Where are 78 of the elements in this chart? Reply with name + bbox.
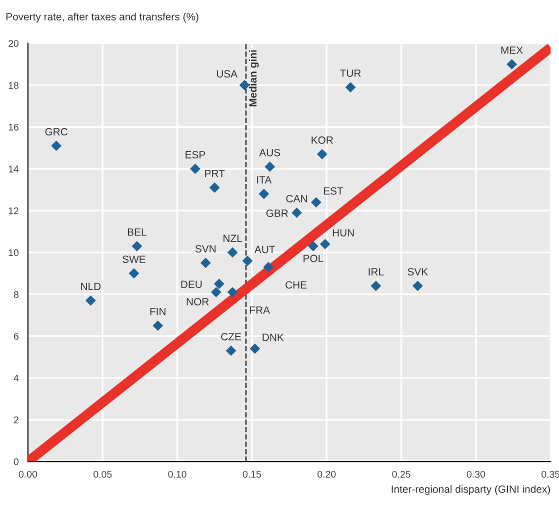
annotation: DNK bbox=[262, 334, 284, 341]
annotation: KOR bbox=[312, 136, 333, 144]
point bbox=[310, 197, 322, 208]
point bbox=[214, 278, 224, 290]
point bbox=[264, 162, 276, 172]
y-tick-label: 12 bbox=[8, 207, 18, 214]
annotation: TUR bbox=[340, 70, 361, 77]
point bbox=[132, 240, 142, 252]
y-tick-label: 16 bbox=[8, 124, 18, 131]
annotation: PRT bbox=[205, 170, 225, 178]
point bbox=[370, 280, 382, 292]
point bbox=[308, 240, 318, 252]
annotation: SWE bbox=[122, 256, 146, 263]
x-tick-label: 0.10 bbox=[168, 470, 186, 478]
point bbox=[210, 286, 222, 298]
x-tick-label: 0.30 bbox=[466, 470, 486, 478]
point bbox=[239, 80, 250, 90]
point bbox=[345, 82, 356, 92]
annotation: NZL bbox=[224, 234, 242, 242]
point bbox=[506, 59, 517, 70]
y-tick-label: 14 bbox=[8, 166, 19, 172]
point bbox=[51, 140, 62, 152]
point bbox=[227, 286, 238, 298]
annotation: AUT bbox=[254, 246, 276, 254]
point bbox=[152, 320, 164, 331]
point bbox=[209, 182, 220, 193]
annotation: NOR bbox=[186, 298, 209, 306]
annotation: FRA bbox=[250, 306, 270, 314]
point bbox=[85, 295, 96, 306]
annotation: USA bbox=[216, 70, 238, 78]
y-tick-label: 4 bbox=[14, 374, 19, 382]
annotation: HUN bbox=[332, 229, 354, 236]
annotation: CZE bbox=[221, 332, 242, 340]
annotation: GBR bbox=[266, 210, 288, 217]
annotation: AUS bbox=[259, 148, 280, 156]
point bbox=[226, 346, 236, 356]
point bbox=[316, 148, 328, 160]
point bbox=[412, 280, 423, 292]
point bbox=[242, 256, 253, 266]
x-tick-label: 0.20 bbox=[318, 470, 336, 478]
y-tick-label: 20 bbox=[8, 40, 19, 47]
annotation: MEX bbox=[501, 46, 523, 54]
point bbox=[258, 188, 270, 200]
x-tick-label: 0.15 bbox=[242, 470, 262, 478]
annotation: ITA bbox=[257, 176, 272, 184]
y-tick-label: 8 bbox=[14, 291, 18, 298]
annotation: CHE bbox=[286, 281, 307, 289]
point bbox=[227, 247, 238, 258]
x-tick-label: 0.25 bbox=[392, 470, 410, 478]
point bbox=[320, 238, 330, 250]
annotation: EST bbox=[324, 187, 344, 195]
point bbox=[128, 268, 140, 279]
point bbox=[292, 208, 302, 218]
annotation: DEU bbox=[181, 280, 202, 288]
annotation: BEL bbox=[128, 228, 146, 236]
annotation: GRC bbox=[45, 128, 68, 136]
x-tick-label: 0.05 bbox=[94, 470, 112, 478]
annotation: ESP bbox=[186, 151, 206, 158]
y-axis-title: Poverty rate, after taxes and transfers (%) bbox=[6, 12, 198, 22]
annotation: SVK bbox=[408, 268, 428, 276]
point bbox=[200, 258, 211, 268]
point bbox=[263, 262, 274, 272]
point bbox=[190, 164, 200, 174]
annotation: CAN bbox=[286, 194, 307, 202]
annotation: POL bbox=[304, 254, 324, 262]
y-tick-label: 6 bbox=[14, 332, 18, 340]
annotation: IRL bbox=[368, 268, 384, 276]
y-tick-label: 2 bbox=[14, 416, 18, 424]
y-tick-label: 0 bbox=[14, 458, 19, 466]
annotation: SVN bbox=[195, 245, 216, 253]
y-tick-label: 18 bbox=[8, 82, 18, 89]
y-tick-label: 10 bbox=[8, 249, 19, 256]
annotation: FIN bbox=[150, 308, 166, 316]
point bbox=[250, 343, 260, 354]
x-tick-label: 0.00 bbox=[18, 470, 38, 478]
annotation: NLD bbox=[81, 282, 101, 290]
ref-line-label: Median gini bbox=[248, 50, 259, 106]
x-axis-title: Inter-regional disparty (GINI index) bbox=[392, 485, 550, 495]
